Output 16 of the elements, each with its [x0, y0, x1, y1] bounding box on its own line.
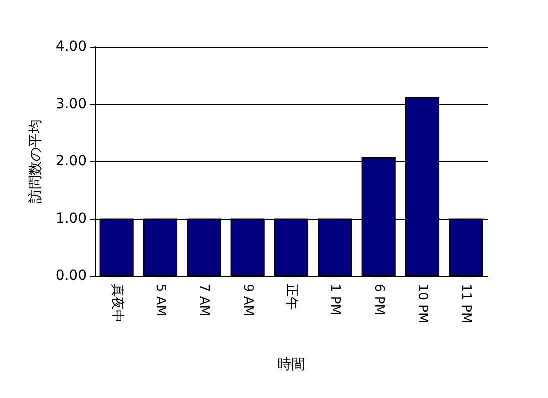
- x-tick-label: 11 PM: [458, 284, 474, 324]
- x-tick-label: 7 AM: [196, 284, 212, 317]
- x-tick-label: 真夜中: [109, 284, 126, 323]
- y-tick-label: 0.00: [56, 268, 87, 284]
- x-tick-label: 1 PM: [328, 284, 343, 316]
- y-tick-label: 1.00: [56, 210, 87, 227]
- y-axis-title: 訪問数の平均: [28, 120, 44, 204]
- x-tick-label: 正午: [284, 284, 299, 310]
- x-tick-label: 9 AM: [240, 284, 256, 317]
- y-tick-label: 3.00: [56, 96, 87, 112]
- x-axis-title: 時間: [278, 357, 306, 373]
- x-tick-label: 10 PM: [415, 284, 430, 324]
- x-tick-label: 5 AM: [153, 284, 168, 317]
- y-tick-label: 2.00: [56, 154, 87, 170]
- x-tick-label: 6 PM: [371, 284, 386, 316]
- y-tick-label: 4.00: [56, 39, 87, 55]
